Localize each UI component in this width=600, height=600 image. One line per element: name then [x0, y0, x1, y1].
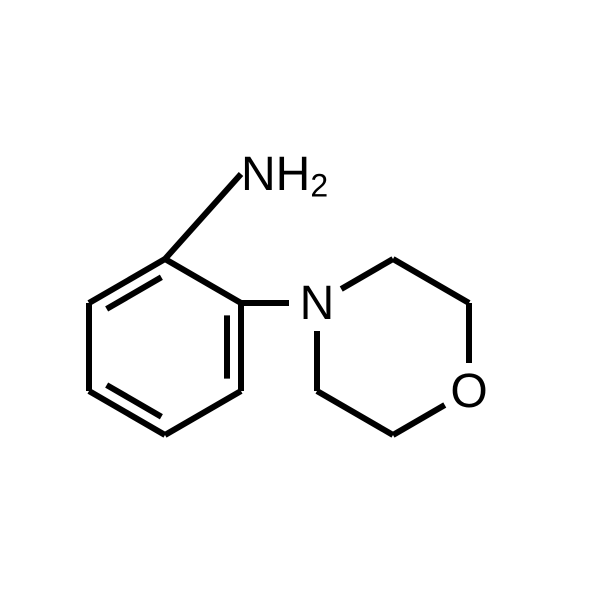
atom-label: O [450, 365, 487, 418]
atom-label: N [300, 277, 335, 330]
atom-label: NH2 [241, 148, 328, 204]
chemical-structure: NH2 N O [0, 0, 600, 600]
